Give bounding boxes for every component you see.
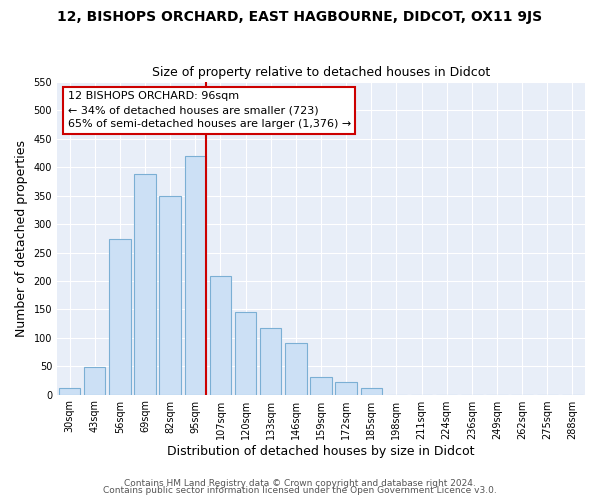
Bar [109, 240, 131, 394]
Bar [134, 174, 156, 394]
Bar [361, 388, 382, 394]
Bar [59, 388, 80, 394]
Bar [160, 196, 181, 394]
Text: 12 BISHOPS ORCHARD: 96sqm
← 34% of detached houses are smaller (723)
65% of semi: 12 BISHOPS ORCHARD: 96sqm ← 34% of detac… [68, 92, 351, 130]
Bar [235, 312, 256, 394]
Bar [185, 156, 206, 394]
Y-axis label: Number of detached properties: Number of detached properties [15, 140, 28, 337]
Bar [335, 382, 357, 394]
Bar [310, 377, 332, 394]
Bar [84, 368, 106, 394]
Bar [260, 328, 281, 394]
Bar [210, 276, 231, 394]
Text: Contains HM Land Registry data © Crown copyright and database right 2024.: Contains HM Land Registry data © Crown c… [124, 478, 476, 488]
Title: Size of property relative to detached houses in Didcot: Size of property relative to detached ho… [152, 66, 490, 80]
Text: 12, BISHOPS ORCHARD, EAST HAGBOURNE, DIDCOT, OX11 9JS: 12, BISHOPS ORCHARD, EAST HAGBOURNE, DID… [58, 10, 542, 24]
Text: Contains public sector information licensed under the Open Government Licence v3: Contains public sector information licen… [103, 486, 497, 495]
X-axis label: Distribution of detached houses by size in Didcot: Distribution of detached houses by size … [167, 444, 475, 458]
Bar [285, 344, 307, 394]
